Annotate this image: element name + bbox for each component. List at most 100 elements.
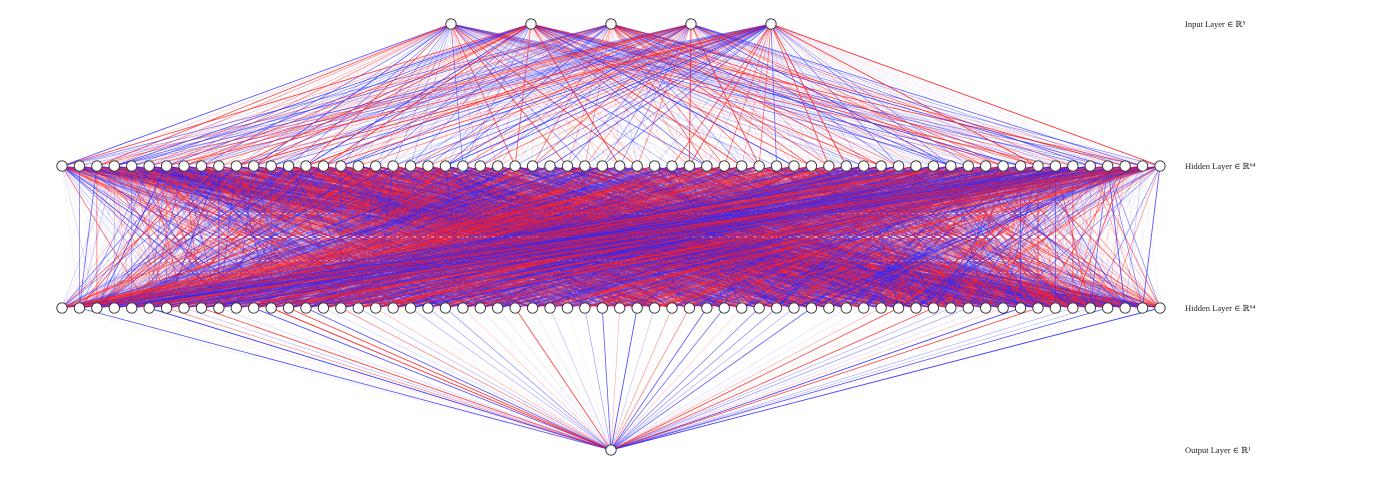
edge [288,23,772,167]
edge [149,23,532,167]
edge [530,23,533,167]
edge [201,23,452,167]
edge [770,23,969,167]
neuron-node-layer-0 [765,18,777,30]
edge [654,23,772,167]
neuron-node-layer-2 [945,302,957,314]
edge [770,23,1143,167]
edge [770,23,1073,167]
neuron-node-layer-2 [544,302,556,314]
neuron-node-layer-1 [736,160,748,172]
neuron-node-layer-2 [875,302,887,314]
edge [770,23,1161,167]
neuron-node-layer-2 [561,302,574,314]
edge [610,23,725,167]
neuron-node-layer-2 [1136,302,1149,314]
edge [149,307,612,451]
neuron-node-layer-1 [561,160,574,172]
edge [183,23,772,167]
edge [340,23,772,167]
neuron-node-layer-2 [108,302,120,314]
neuron-node-layer-2 [474,302,486,314]
neuron-node-layer-1 [927,160,940,172]
edge [114,23,772,167]
neuron-node-layer-1 [614,160,626,172]
edge [218,23,612,167]
edge [131,307,612,451]
edge [96,165,429,309]
edge [602,23,772,167]
neuron-node-layer-1 [1014,160,1027,172]
edge [690,23,777,167]
edge [610,307,1091,451]
edge [61,165,446,309]
neuron-node-layer-2 [718,302,730,314]
edge [61,165,307,309]
edge [610,307,690,451]
edge [375,23,532,167]
edge [770,23,1021,167]
edge [671,23,772,167]
edge [131,165,533,309]
edge [770,23,830,167]
edge [770,23,1056,167]
edge [79,165,498,309]
neuron-node-layer-1 [770,160,783,172]
edge [393,23,772,167]
neuron-node-layer-1 [997,160,1009,172]
edge [690,23,1021,167]
edge [514,23,772,167]
edge [445,23,612,167]
edge [450,23,1004,167]
edge [96,165,272,309]
neuron-node-layer-2 [439,302,452,314]
edge [532,23,772,167]
neuron-node-layer-2 [683,302,696,314]
edge [340,23,532,167]
neuron-node-layer-2 [282,302,295,314]
neuron-node-layer-1 [840,160,852,172]
edge [530,23,551,167]
neuron-node-layer-1 [282,160,295,172]
edge [79,165,463,309]
edge [610,23,673,167]
edge [427,23,692,167]
edge [392,23,452,167]
edge [375,23,772,167]
input-layer-label: Input Layer ∈ ℝ⁵ [1185,19,1245,29]
edge [61,165,516,309]
edge [530,23,795,167]
edge [530,23,1091,167]
edge [288,23,612,167]
edge [253,23,452,167]
edge [79,165,341,309]
edge [688,23,692,167]
neuron-node-layer-2 [457,302,469,314]
edge [530,23,1073,167]
edge [610,23,620,167]
edge [450,23,481,167]
neuron-node-layer-2 [753,302,765,314]
edge [427,23,772,167]
edge [61,165,463,309]
edge [610,307,847,451]
edge [462,23,772,167]
neuron-node-layer-1 [945,160,957,172]
edge [450,23,969,167]
edge [567,307,612,451]
neuron-node-layer-1 [683,160,696,172]
edge [149,165,481,309]
edge [584,23,772,167]
edge [96,165,394,309]
edge [610,307,1004,451]
neuron-node-layer-1 [579,160,591,172]
edge [114,23,452,167]
edge [96,165,255,309]
neuron-node-layer-1 [1067,160,1079,172]
neuron-node-layer-2 [265,302,277,314]
edge [61,165,568,309]
edge [61,165,115,309]
neuron-node-layer-1 [1119,160,1131,172]
edge [79,165,446,309]
edge [323,23,772,167]
